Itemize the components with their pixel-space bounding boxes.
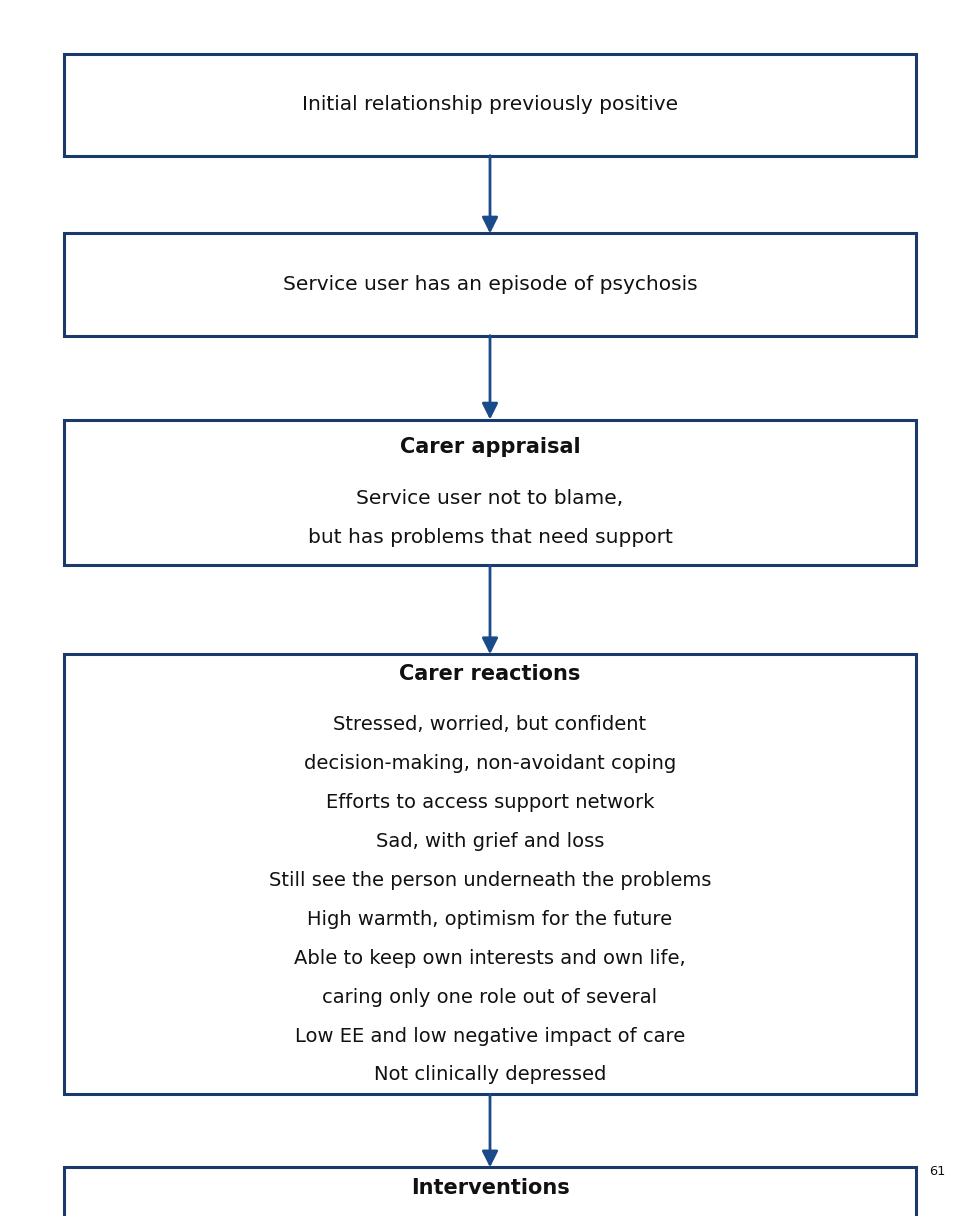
Text: but has problems that need support: but has problems that need support xyxy=(308,528,672,547)
Text: decision-making, non-avoidant coping: decision-making, non-avoidant coping xyxy=(304,754,676,773)
Text: High warmth, optimism for the future: High warmth, optimism for the future xyxy=(308,910,672,929)
FancyBboxPatch shape xyxy=(64,233,916,336)
Text: Initial relationship previously positive: Initial relationship previously positive xyxy=(302,95,678,114)
Text: Not clinically depressed: Not clinically depressed xyxy=(373,1065,607,1085)
Text: Efforts to access support network: Efforts to access support network xyxy=(325,793,655,812)
Text: Stressed, worried, but confident: Stressed, worried, but confident xyxy=(333,715,647,734)
Text: 61: 61 xyxy=(929,1165,946,1178)
Text: Still see the person underneath the problems: Still see the person underneath the prob… xyxy=(269,871,711,890)
Text: Interventions: Interventions xyxy=(411,1178,569,1198)
Text: Service user has an episode of psychosis: Service user has an episode of psychosis xyxy=(282,275,698,294)
Text: Able to keep own interests and own life,: Able to keep own interests and own life, xyxy=(294,948,686,968)
Text: Carer appraisal: Carer appraisal xyxy=(400,438,580,457)
Text: caring only one role out of several: caring only one role out of several xyxy=(322,987,658,1007)
FancyBboxPatch shape xyxy=(64,654,916,1094)
FancyBboxPatch shape xyxy=(64,420,916,565)
FancyBboxPatch shape xyxy=(64,1167,916,1216)
Text: Service user not to blame,: Service user not to blame, xyxy=(357,489,623,508)
Text: Sad, with grief and loss: Sad, with grief and loss xyxy=(375,832,605,851)
FancyBboxPatch shape xyxy=(64,54,916,156)
Text: Low EE and low negative impact of care: Low EE and low negative impact of care xyxy=(295,1026,685,1046)
Text: Carer reactions: Carer reactions xyxy=(399,664,581,683)
